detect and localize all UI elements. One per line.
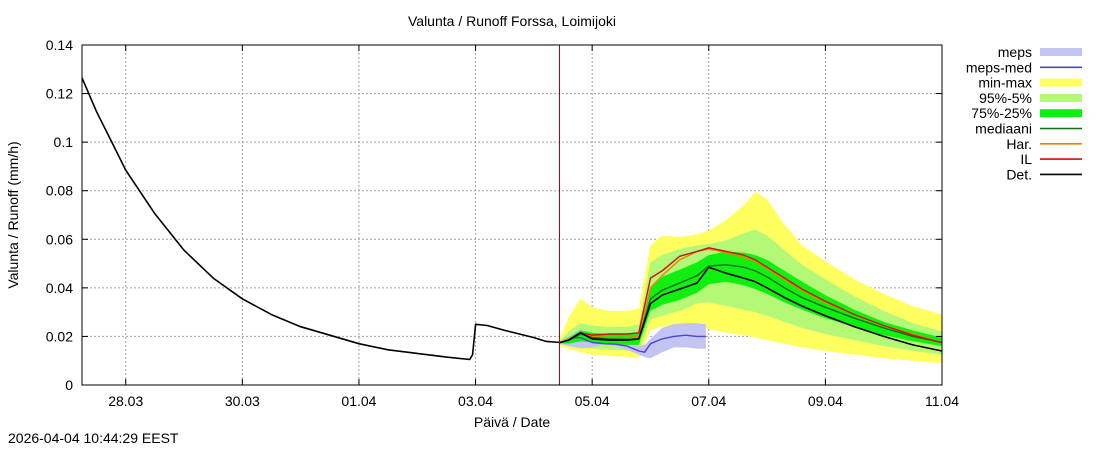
- legend-label-har: Har.: [1006, 136, 1032, 152]
- legend-swatch-75pct-25pct: [1040, 109, 1082, 118]
- y-tick-label: 0.14: [46, 37, 73, 53]
- legend-label-meps-med: meps-med: [966, 59, 1032, 75]
- y-tick-label: 0: [65, 377, 73, 393]
- x-tick-label: 03.04: [458, 393, 493, 409]
- legend: mepsmeps-medmin-max95%-5%75%-25%mediaani…: [966, 44, 1082, 182]
- legend-label-meps: meps: [998, 44, 1032, 60]
- x-tick-label: 28.03: [108, 393, 143, 409]
- y-tick-label: 0.06: [46, 231, 73, 247]
- x-axis-label: Päivä / Date: [474, 414, 550, 430]
- line-meps-med: [559, 334, 706, 353]
- x-tick-label: 07.04: [691, 393, 726, 409]
- x-tick-label: 01.04: [341, 393, 376, 409]
- legend-swatch-95pct-5pct: [1040, 93, 1082, 102]
- x-tick-label: 05.04: [575, 393, 610, 409]
- line-har: [559, 248, 943, 344]
- legend-label-il: IL: [1020, 151, 1032, 167]
- x-tick-label: 11.04: [925, 393, 959, 409]
- y-tick-label: 0.08: [46, 183, 73, 199]
- y-tick-label: 0.02: [46, 328, 73, 344]
- band-75pct-25pct: [560, 251, 942, 347]
- timestamp: 2026-04-04 10:44:29 EEST: [8, 430, 179, 446]
- y-tick-label: 0.04: [46, 280, 73, 296]
- chart-title: Valunta / Runoff Forssa, Loimijoki: [408, 13, 616, 29]
- legend-label-det: Det.: [1006, 166, 1032, 182]
- legend-label-min-max: min-max: [978, 75, 1032, 91]
- y-axis-label: Valunta / Runoff (mm/h): [5, 141, 21, 288]
- plot-frame: [81, 44, 943, 386]
- legend-label-75pct-25pct: 75%-25%: [971, 105, 1032, 121]
- legend-swatch-meps: [1040, 48, 1082, 56]
- x-tick-label: 30.03: [225, 393, 260, 409]
- legend-label-95pct-5pct: 95%-5%: [979, 90, 1032, 106]
- line-il: [559, 247, 943, 344]
- band-meps: [560, 323, 706, 359]
- legend-label-mediaani: mediaani: [975, 121, 1032, 137]
- line-mediaani: [559, 264, 943, 344]
- legend-swatch-min-max: [1040, 78, 1082, 87]
- y-tick-label: 0.1: [54, 134, 74, 150]
- plot-area: [81, 45, 943, 385]
- y-tick-label: 0.12: [46, 86, 73, 102]
- line-det: [81, 77, 943, 361]
- axis-ticks: 28.03 30.03 01.04 03.04 05.04 07.04 09.04 11.04…: [46, 37, 959, 409]
- x-tick-label: 09.04: [808, 393, 843, 409]
